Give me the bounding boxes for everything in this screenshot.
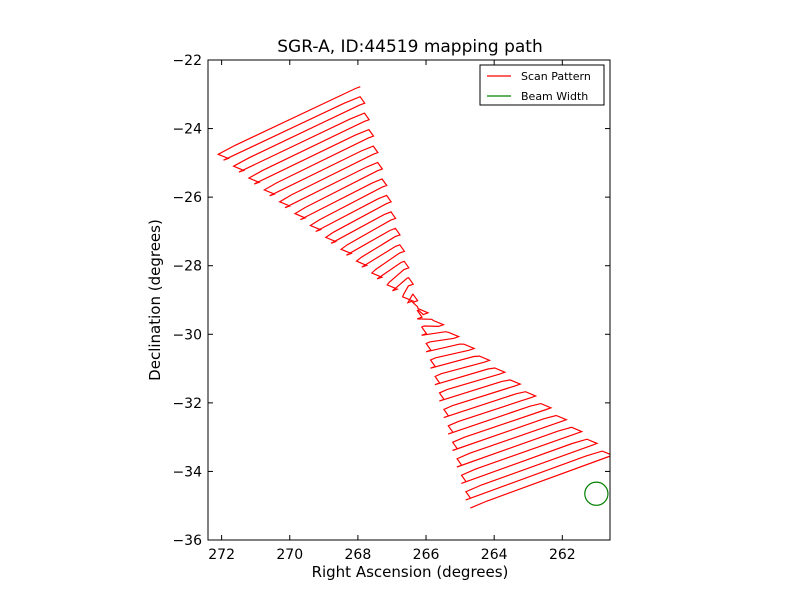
y-tick-label: −32 bbox=[172, 396, 202, 412]
beam-width-circle bbox=[584, 481, 609, 506]
y-tick-label: −22 bbox=[172, 53, 202, 69]
plot-area bbox=[216, 86, 610, 509]
legend-label-scan: Scan Pattern bbox=[521, 70, 591, 83]
y-axis-label: Declination (degrees) bbox=[146, 219, 164, 381]
x-tick-label: 264 bbox=[481, 547, 508, 563]
y-tick-label: −28 bbox=[172, 259, 202, 275]
y-tick-label: −26 bbox=[172, 190, 202, 206]
legend-box bbox=[479, 64, 605, 106]
y-tick-label: −34 bbox=[172, 464, 202, 480]
x-tick-label: 268 bbox=[345, 547, 372, 563]
y-tick-label: −24 bbox=[172, 122, 202, 138]
y-tick-label: −36 bbox=[172, 533, 202, 549]
scan-pattern-line bbox=[216, 86, 610, 509]
x-tick-label: 262 bbox=[549, 547, 576, 563]
legend: Scan Pattern Beam Width bbox=[479, 64, 605, 106]
y-axis-ticks: −22 −24 −26 −28 −30 −32 −34 −36 bbox=[172, 53, 610, 549]
x-axis-label: Right Ascension (degrees) bbox=[312, 563, 509, 581]
legend-label-beam: Beam Width bbox=[521, 90, 588, 103]
y-tick-label: −30 bbox=[172, 327, 202, 343]
x-tick-label: 266 bbox=[413, 547, 440, 563]
x-tick-label: 270 bbox=[276, 547, 303, 563]
x-axis-ticks: 272 270 268 266 264 262 bbox=[208, 60, 576, 563]
chart-title: SGR-A, ID:44519 mapping path bbox=[277, 37, 543, 57]
plot-frame bbox=[207, 59, 611, 541]
x-tick-label: 272 bbox=[208, 547, 235, 563]
